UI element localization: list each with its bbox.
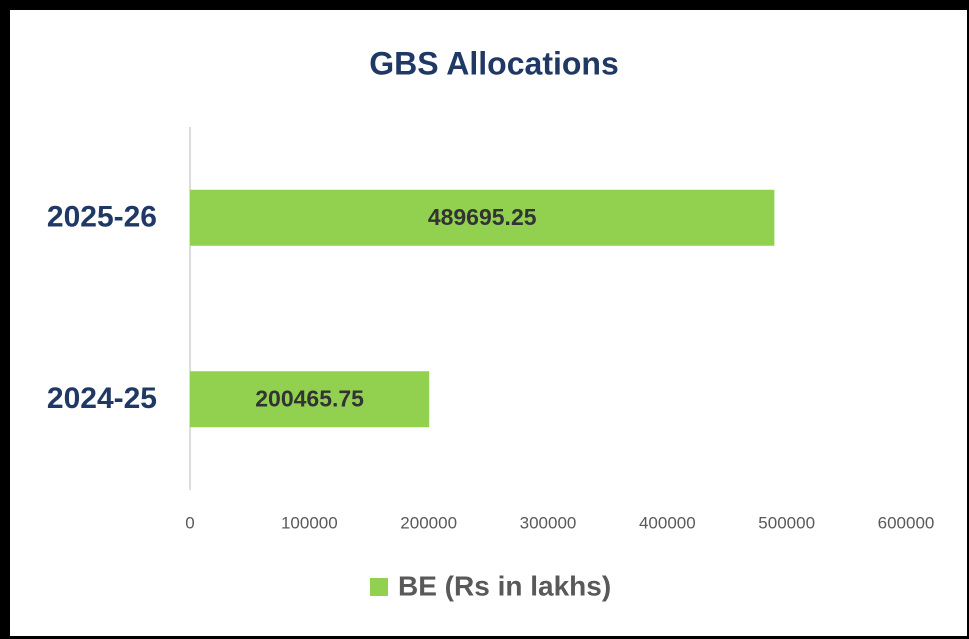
data-label: 489695.25	[428, 204, 537, 230]
y-tick-label: 2024-25	[47, 382, 157, 415]
x-tick-label: 100000	[281, 513, 338, 532]
x-tick-label: 300000	[520, 513, 577, 532]
data-label: 200465.75	[255, 385, 364, 411]
x-tick-label: 0	[185, 513, 194, 532]
x-tick-label: 500000	[758, 513, 815, 532]
legend-label: BE (Rs in lakhs)	[398, 570, 611, 601]
bar	[190, 371, 430, 428]
legend-swatch	[370, 578, 388, 596]
x-tick-label: 200000	[400, 513, 457, 532]
chart-title: GBS Allocations	[369, 45, 619, 81]
x-tick-label: 400000	[639, 513, 696, 532]
x-tick-label: 600000	[878, 513, 935, 532]
bar	[190, 189, 775, 246]
y-tick-label: 2025-26	[47, 201, 157, 234]
